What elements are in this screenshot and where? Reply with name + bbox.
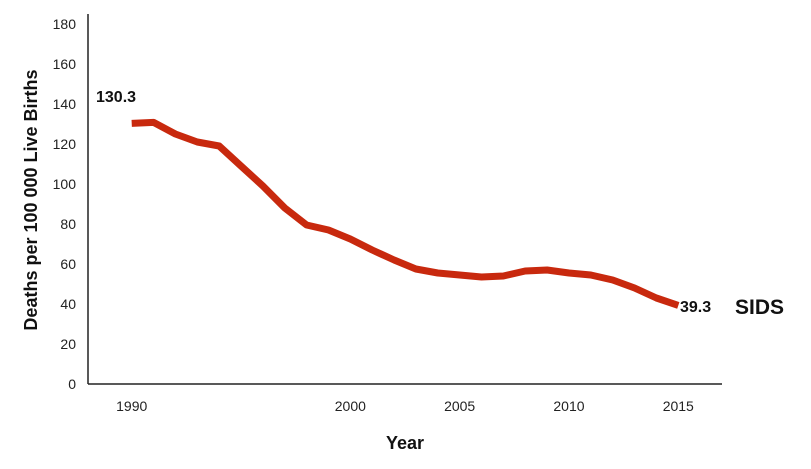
x-tick-label: 1990 — [116, 398, 147, 414]
sids-series-line — [131, 118, 680, 309]
y-tick-label: 180 — [53, 16, 77, 32]
y-axis-title: Deaths per 100 000 Live Births — [21, 69, 41, 330]
end-value-label: 39.3 — [680, 299, 711, 316]
series-name-label: SIDS — [735, 296, 784, 319]
y-axis-ticks: 0 20 40 60 80 100 120 140 160 180 — [53, 16, 77, 392]
x-tick-label: 2005 — [444, 398, 475, 414]
y-tick-label: 20 — [60, 336, 76, 352]
y-tick-label: 140 — [53, 96, 77, 112]
y-tick-label: 0 — [68, 376, 76, 392]
x-tick-label: 2000 — [335, 398, 366, 414]
start-value-label: 130.3 — [96, 89, 136, 106]
x-axis-ticks: 1990 2000 2005 2010 2015 — [116, 398, 694, 414]
y-tick-label: 80 — [60, 216, 76, 232]
x-axis-title: Year — [386, 433, 424, 453]
y-tick-label: 40 — [60, 296, 76, 312]
y-tick-label: 160 — [53, 56, 77, 72]
y-tick-label: 120 — [53, 136, 77, 152]
x-tick-label: 2015 — [663, 398, 694, 414]
y-tick-label: 60 — [60, 256, 76, 272]
x-tick-label: 2010 — [553, 398, 584, 414]
y-tick-label: 100 — [53, 176, 77, 192]
